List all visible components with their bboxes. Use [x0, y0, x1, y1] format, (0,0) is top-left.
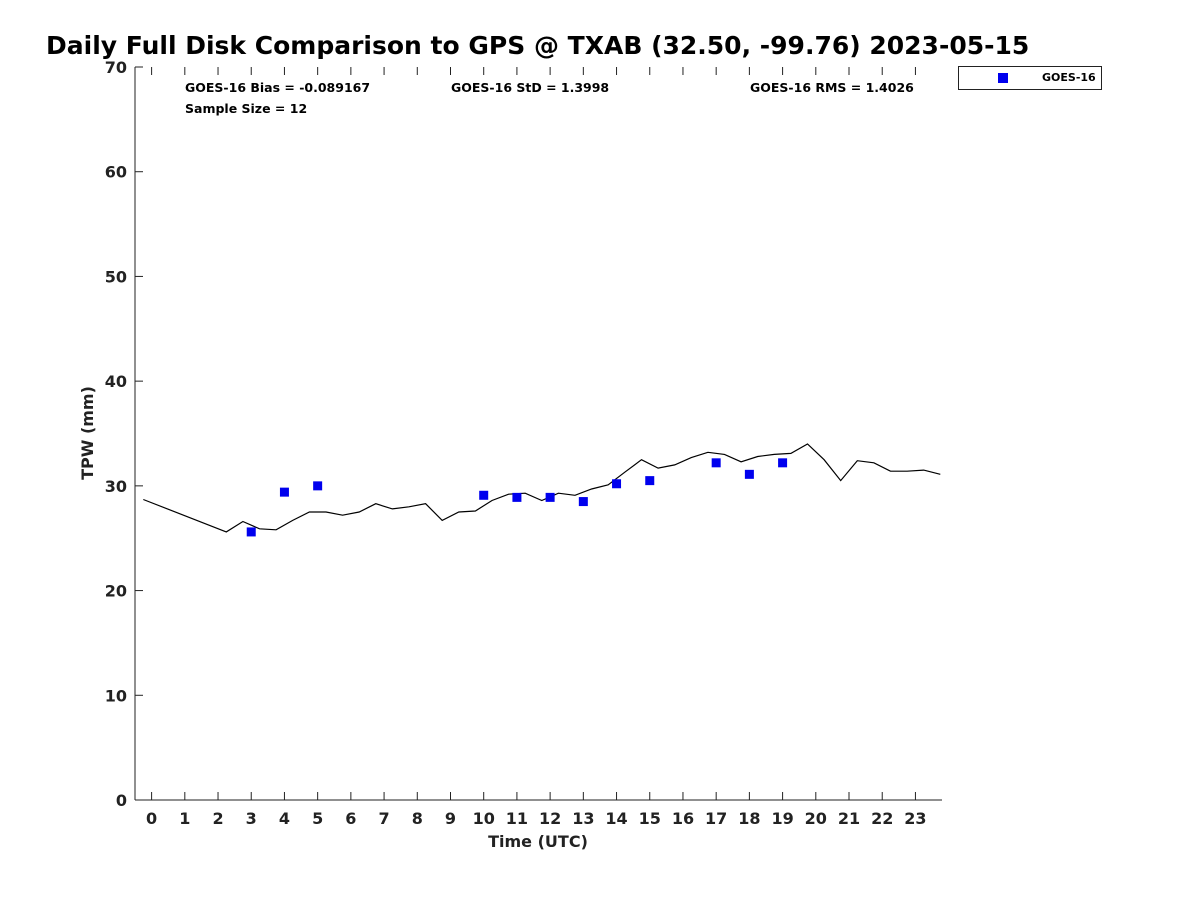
stat-rms: GOES-16 RMS = 1.4026	[750, 80, 914, 95]
y-tick-label: 40	[105, 372, 127, 391]
stat-bias: GOES-16 Bias = -0.089167	[185, 80, 370, 95]
legend-marker-square	[998, 73, 1008, 83]
x-tick-label: 20	[805, 809, 827, 828]
legend-box	[958, 66, 1102, 90]
data-point	[778, 458, 788, 468]
y-tick-label: 0	[116, 791, 127, 810]
y-tick-label: 30	[105, 477, 127, 496]
data-point	[744, 469, 754, 479]
x-tick-label: 8	[412, 809, 423, 828]
y-tick-label: 70	[105, 58, 127, 77]
chart-title: Daily Full Disk Comparison to GPS @ TXAB…	[46, 31, 1029, 60]
y-axis-label: TPW (mm)	[78, 386, 97, 480]
x-tick-label: 15	[639, 809, 661, 828]
x-tick-label: 0	[146, 809, 157, 828]
legend: GOES-16	[958, 66, 1102, 90]
x-tick-label: 5	[312, 809, 323, 828]
stat-sample-size: Sample Size = 12	[185, 101, 307, 116]
data-point	[645, 476, 655, 486]
x-tick-label: 1	[179, 809, 190, 828]
stat-std: GOES-16 StD = 1.3998	[451, 80, 609, 95]
goes16-points-series	[246, 458, 788, 537]
x-tick-label: 12	[539, 809, 561, 828]
x-tick-label: 16	[672, 809, 694, 828]
x-tick-label: 3	[246, 809, 257, 828]
x-tick-label: 9	[445, 809, 456, 828]
y-axis-ticks: 0 10 20 30 40 50 60 70	[105, 58, 143, 810]
x-tick-label: 11	[506, 809, 528, 828]
y-tick-label: 20	[105, 582, 127, 601]
y-tick-label: 50	[105, 267, 127, 286]
data-point	[279, 487, 289, 497]
y-tick-label: 60	[105, 163, 127, 182]
data-point	[246, 527, 256, 537]
x-tick-label: 22	[871, 809, 893, 828]
x-tick-label: 10	[473, 809, 495, 828]
data-point	[545, 492, 555, 502]
x-tick-label: 7	[379, 809, 390, 828]
reference-line	[143, 443, 941, 533]
reference-line-series	[143, 443, 941, 533]
x-tick-label: 2	[212, 809, 223, 828]
y-tick-label: 10	[105, 686, 127, 705]
x-axis-ticks: 0 1 2 3 4 5 6 7 8 9 10 11 12 13 14 15 16 17 18 19 20 21 22 23	[146, 67, 927, 828]
x-tick-label: 23	[904, 809, 926, 828]
x-axis-label: Time (UTC)	[488, 832, 588, 851]
x-tick-label: 6	[345, 809, 356, 828]
x-tick-label: 19	[771, 809, 793, 828]
x-tick-label: 17	[705, 809, 727, 828]
data-point	[578, 497, 588, 507]
legend-label: GOES-16	[1042, 71, 1096, 84]
data-point	[512, 492, 522, 502]
x-tick-label: 18	[738, 809, 760, 828]
x-tick-label: 14	[605, 809, 627, 828]
x-tick-label: 21	[838, 809, 860, 828]
data-point	[479, 490, 489, 500]
data-point	[313, 481, 323, 491]
data-point	[612, 479, 622, 489]
x-tick-label: 4	[279, 809, 290, 828]
data-point	[711, 458, 721, 468]
x-tick-label: 13	[572, 809, 594, 828]
